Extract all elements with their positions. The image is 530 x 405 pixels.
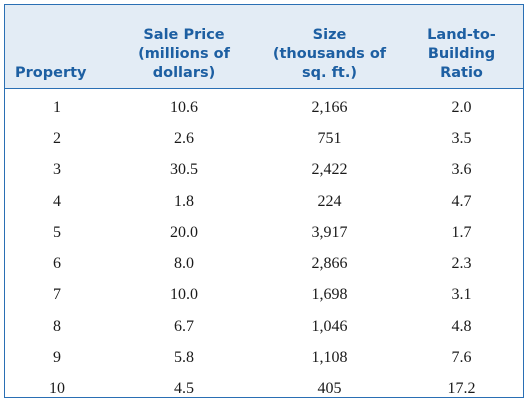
table-row: 9 5.8 1,108 7.6: [5, 342, 523, 373]
cell-sale-price: 4.5: [174, 380, 194, 398]
data-table-frame: Property Sale Price (millions of dollars…: [4, 4, 524, 398]
cell-property: 5: [53, 223, 61, 241]
cell-sale-price: 8.0: [174, 255, 194, 273]
cell-property: 3: [53, 161, 61, 179]
cell-sale-price: 10.6: [170, 98, 198, 116]
cell-property: 1: [53, 98, 61, 116]
cell-property: 6: [53, 255, 61, 273]
table-row: 3 30.5 2,422 3.6: [5, 155, 523, 186]
cell-property: 4: [53, 192, 61, 210]
cell-sale-price: 30.5: [170, 161, 198, 179]
cell-property: 8: [53, 317, 61, 335]
cell-property: 7: [53, 286, 61, 304]
cell-ratio: 17.2: [447, 380, 476, 398]
cell-size: 2,166: [311, 98, 348, 116]
cell-size: 2,866: [311, 255, 348, 273]
header-row: Property Sale Price (millions of dollars…: [5, 5, 523, 89]
cell-ratio: 3.5: [451, 129, 472, 147]
cell-size: 405: [317, 380, 342, 398]
cell-sale-price: 1.8: [174, 192, 194, 210]
cell-ratio: 3.6: [451, 161, 472, 179]
cell-size: 1,108: [311, 349, 348, 367]
table-body: 1 10.6 2,166 2.0 2 2.6 751 3.5 3 30.5 2,…: [5, 89, 523, 405]
cell-sale-price: 5.8: [174, 349, 194, 367]
cell-property: 9: [53, 349, 61, 367]
property-sales-table: Property Sale Price (millions of dollars…: [5, 5, 523, 405]
table-row: 7 10.0 1,698 3.1: [5, 280, 523, 311]
cell-size: 751: [317, 129, 342, 147]
cell-property: 10: [49, 380, 65, 398]
table-row: 10 4.5 405 17.2: [5, 374, 523, 405]
table-row: 2 2.6 751 3.5: [5, 123, 523, 154]
cell-ratio: 3.1: [451, 286, 472, 304]
cell-sale-price: 20.0: [170, 223, 198, 241]
cell-size: 1,046: [311, 317, 348, 335]
cell-ratio: 7.6: [451, 349, 472, 367]
header-size: Size (thousands of sq. ft.): [259, 5, 400, 89]
table-row: 1 10.6 2,166 2.0: [5, 89, 523, 124]
cell-ratio: 2.3: [451, 255, 472, 273]
cell-sale-price: 2.6: [174, 129, 194, 147]
cell-size: 3,917: [311, 223, 348, 241]
table-row: 4 1.8 224 4.7: [5, 186, 523, 217]
table-row: 8 6.7 1,046 4.8: [5, 311, 523, 342]
cell-property: 2: [53, 129, 61, 147]
cell-ratio: 4.7: [451, 192, 472, 210]
cell-size: 1,698: [311, 286, 348, 304]
cell-size: 224: [317, 192, 342, 210]
table-row: 6 8.0 2,866 2.3: [5, 248, 523, 279]
cell-ratio: 4.8: [451, 317, 472, 335]
cell-size: 2,422: [311, 161, 348, 179]
table-row: 5 20.0 3,917 1.7: [5, 217, 523, 248]
header-land-to-building-ratio: Land-to- Building Ratio: [400, 5, 523, 89]
header-sale-price: Sale Price (millions of dollars): [109, 5, 259, 89]
cell-ratio: 1.7: [451, 223, 472, 241]
header-property: Property: [5, 5, 109, 89]
cell-sale-price: 10.0: [170, 286, 198, 304]
cell-sale-price: 6.7: [174, 317, 194, 335]
cell-ratio: 2.0: [451, 98, 472, 116]
